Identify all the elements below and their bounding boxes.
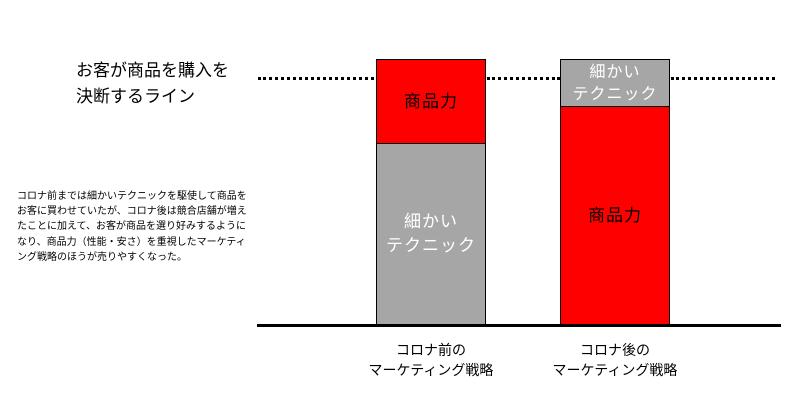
decision-line-segment-1	[258, 77, 374, 80]
caption-before-corona: コロナ前の マーケティング戦略	[368, 343, 494, 379]
segment-fine-techniques: 細かい テクニック	[560, 59, 670, 107]
explanation-note: コロナ前までは細かいテクニックを駆使して商品をお客に買わせていたが、コロナ後は競…	[17, 191, 247, 263]
decision-line-segment-2	[487, 77, 560, 80]
column-after-corona: 細かい テクニック 商品力	[560, 59, 670, 325]
baseline	[257, 324, 781, 327]
segment-fine-techniques: 細かい テクニック	[376, 143, 486, 325]
decision-line-label: お客が商品を購入を 決断するライン	[76, 61, 229, 107]
decision-line-segment-3	[671, 77, 775, 80]
caption-after-corona: コロナ後の マーケティング戦略	[552, 343, 678, 379]
column-before-corona: 商品力 細かい テクニック	[376, 59, 486, 325]
segment-product-power: 商品力	[376, 59, 486, 144]
segment-product-power: 商品力	[560, 106, 670, 325]
